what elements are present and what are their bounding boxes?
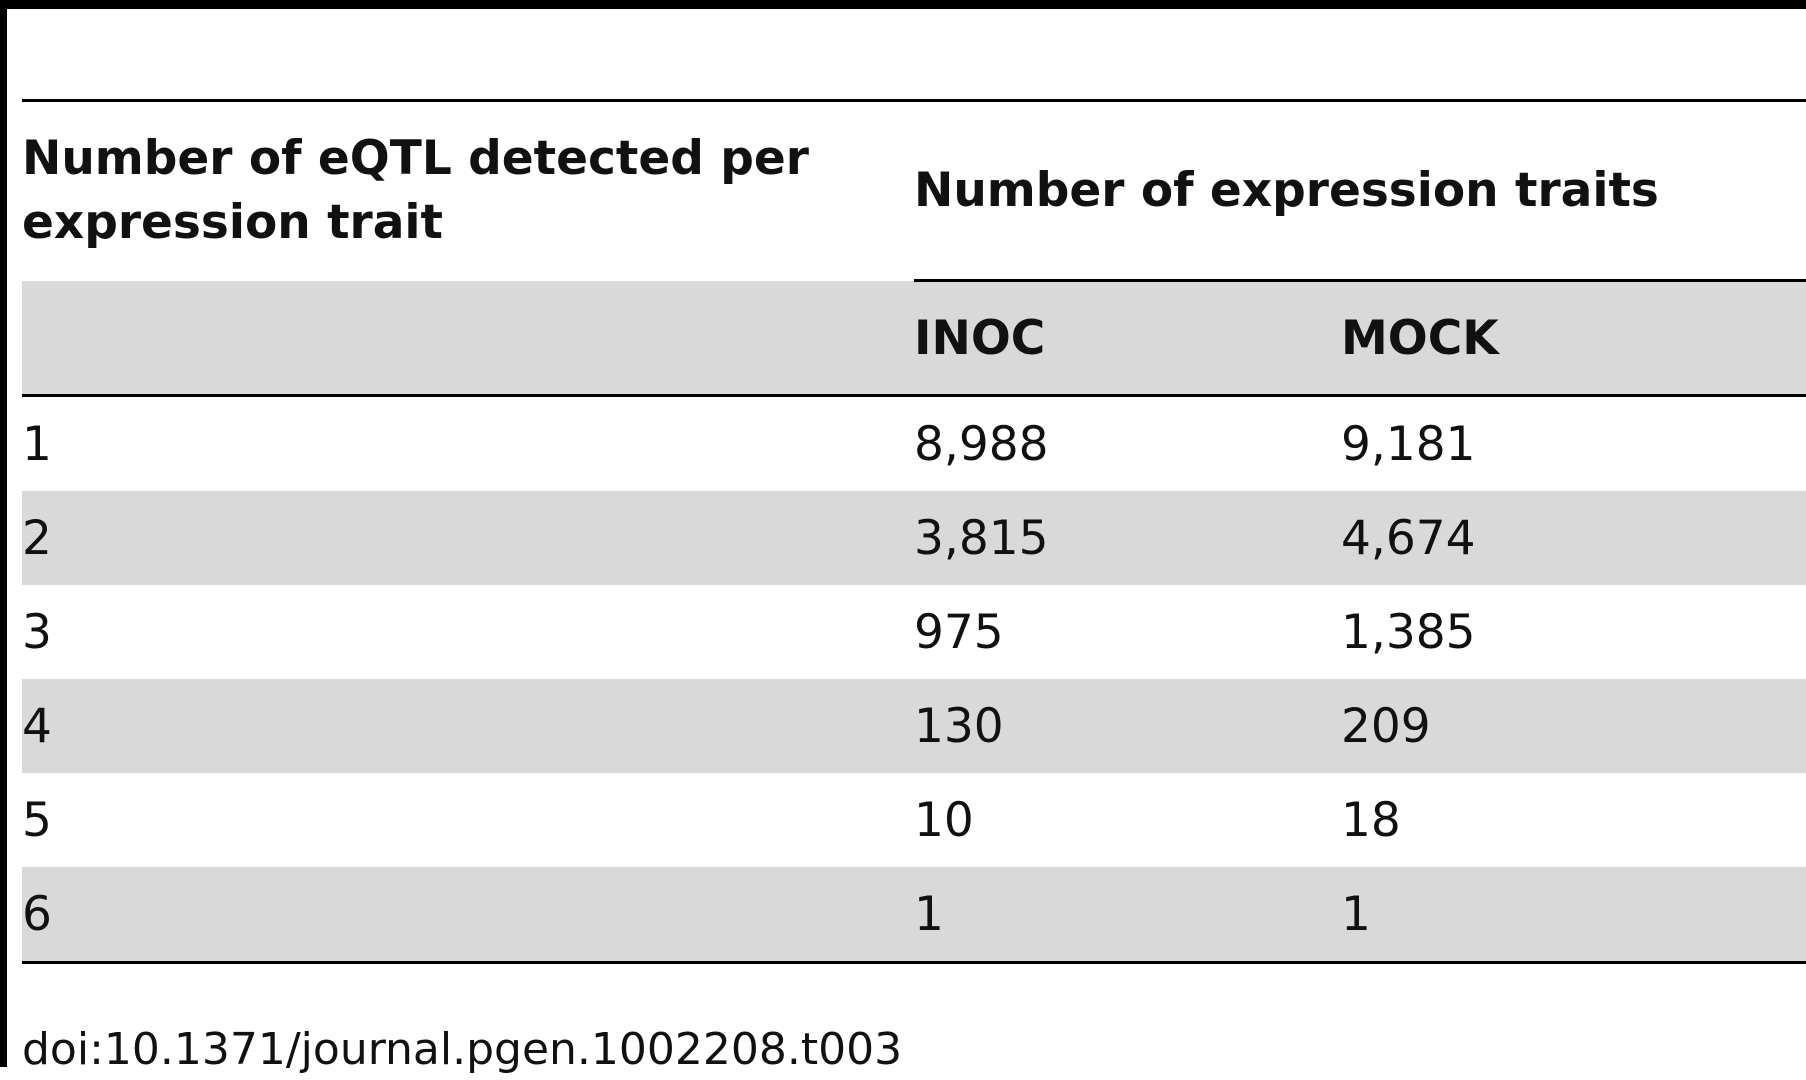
top-rule (0, 0, 1806, 9)
subheader-row: INOC MOCK (22, 279, 1806, 397)
cell-mock: 1 (1341, 867, 1806, 964)
cell-inoc: 130 (914, 679, 1341, 773)
cell-mock: 9,181 (1341, 416, 1476, 472)
cell-inoc: 10 (914, 792, 974, 848)
row-header: Number of eQTL detected per expression t… (22, 99, 914, 281)
subheader-empty (22, 280, 914, 397)
left-rule (0, 0, 7, 1067)
column-header-inoc: INOC (914, 279, 1341, 397)
cell-mock: 18 (1341, 792, 1401, 848)
cell-mock: 209 (1341, 679, 1806, 773)
table-row: 5 10 18 (22, 773, 1806, 867)
table-row: 6 1 1 (22, 867, 1806, 964)
doi-caption: doi:10.1371/journal.pgen.1002208.t003 (22, 1024, 903, 1075)
table-row: 3 975 1,385 (22, 585, 1806, 679)
group-header: Number of expression traits (914, 99, 1806, 281)
cell-n: 3 (22, 604, 52, 660)
cell-n: 4 (22, 679, 914, 773)
cell-inoc: 8,988 (914, 416, 1049, 472)
table-container: Number of eQTL detected per expression t… (22, 99, 1806, 964)
column-header-mock: MOCK (1341, 279, 1806, 397)
cell-mock: 4,674 (1341, 491, 1806, 585)
header-row: Number of eQTL detected per expression t… (22, 99, 1806, 281)
table-row: 4 130 209 (22, 679, 1806, 773)
table-row: 2 3,815 4,674 (22, 491, 1806, 585)
cell-inoc: 3,815 (914, 491, 1341, 585)
eqtl-table: Number of eQTL detected per expression t… (22, 99, 1806, 964)
cell-inoc: 975 (914, 604, 1004, 660)
cell-inoc: 1 (914, 867, 1341, 964)
cell-n: 2 (22, 491, 914, 585)
cell-n: 6 (22, 867, 914, 964)
cell-n: 5 (22, 792, 52, 848)
table-row: 1 8,988 9,181 (22, 396, 1806, 492)
cell-mock: 1,385 (1341, 604, 1476, 660)
cell-n: 1 (22, 416, 52, 472)
